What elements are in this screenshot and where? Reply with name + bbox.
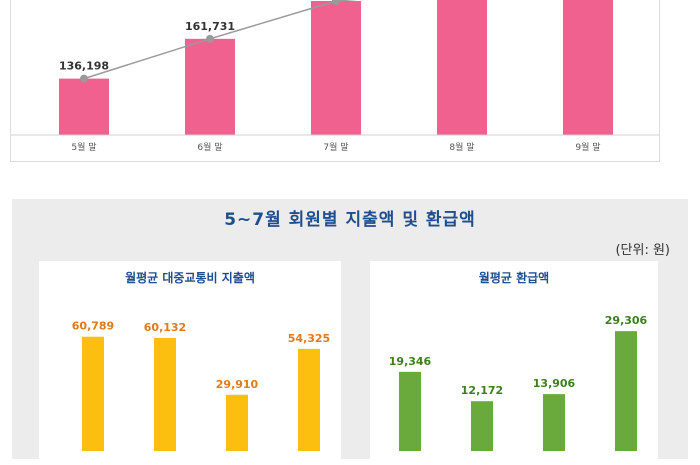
- spending-refund-section: 5~7월 회원별 지출액 및 환급액 (단위: 원) 월평균 대중교통비 지출액…: [12, 199, 688, 461]
- x-tick-label: 8월 말: [449, 141, 474, 153]
- spending-card: 월평균 대중교통비 지출액 60,789 60,132 29,910 54,325: [39, 261, 341, 461]
- membership-chart-panel: 5월 말 6월 말 7월 말 8월 말 9월 말 136,198 161,731: [10, 0, 660, 162]
- bar: [298, 348, 320, 451]
- bar: [615, 331, 637, 451]
- bar: [563, 0, 613, 135]
- bar: [59, 78, 109, 135]
- data-label: 13,906: [533, 377, 576, 390]
- bar: [471, 401, 493, 451]
- data-label: 12,172: [461, 384, 503, 397]
- x-tick-label: 9월 말: [575, 141, 600, 153]
- data-label: 60,789: [72, 320, 114, 333]
- unit-label: (단위: 원): [615, 243, 670, 258]
- spending-card-title: 월평균 대중교통비 지출액: [125, 271, 255, 285]
- bar: [82, 336, 104, 451]
- membership-bar-line-chart: 5월 말 6월 말 7월 말 8월 말 9월 말 136,198 161,731: [11, 0, 659, 153]
- data-label: 19,346: [389, 355, 432, 368]
- data-label: 54,325: [288, 332, 330, 345]
- data-label: 29,306: [605, 314, 648, 327]
- x-tick-label: 7월 말: [323, 141, 348, 153]
- bar: [226, 394, 248, 451]
- trend-point: [206, 34, 214, 43]
- section-title: 5~7월 회원별 지출액 및 환급액: [224, 210, 476, 230]
- x-tick-label: 6월 말: [197, 141, 222, 153]
- bar: [185, 38, 235, 136]
- bar: [437, 0, 487, 135]
- refund-card-title: 월평균 환급액: [478, 271, 550, 285]
- data-label: 29,910: [216, 378, 259, 391]
- trend-point: [80, 74, 88, 83]
- data-label: 60,132: [144, 321, 186, 334]
- data-label: 161,731: [185, 20, 235, 33]
- x-tick-label: 5월 말: [71, 141, 96, 153]
- bar: [543, 394, 565, 451]
- refund-bar-chart: 19,346 12,172 13,906 29,306: [389, 314, 648, 451]
- data-label: 136,198: [59, 60, 109, 73]
- trend-point: [332, 0, 340, 5]
- bar: [399, 371, 421, 451]
- bar: [311, 1, 361, 135]
- bar: [154, 337, 176, 451]
- spending-bar-chart: 60,789 60,132 29,910 54,325: [72, 320, 330, 451]
- refund-card: 월평균 환급액 19,346 12,172 13,906 29,306: [370, 261, 658, 461]
